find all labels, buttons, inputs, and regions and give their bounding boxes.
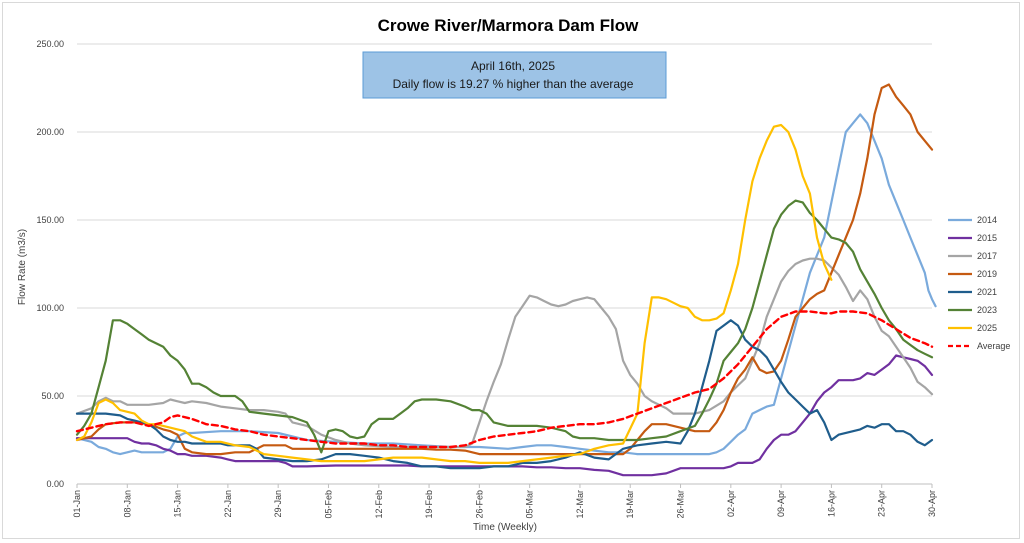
x-tick-label: 09-Apr xyxy=(776,490,786,517)
annotation-date: April 16th, 2025 xyxy=(471,59,555,73)
series-line-2025 xyxy=(75,123,833,464)
gridlines xyxy=(77,43,932,397)
series-line-2019 xyxy=(75,83,934,456)
x-tick-label: 12-Feb xyxy=(374,490,384,519)
y-tick-label: 250.00 xyxy=(36,39,64,49)
x-axis-label: Time (Weekly) xyxy=(473,522,537,533)
series-line-2021 xyxy=(75,319,934,470)
y-tick-label: 0.00 xyxy=(46,479,64,489)
legend-label: 2019 xyxy=(977,269,997,279)
x-tick-label: 05-Feb xyxy=(323,490,333,519)
series-line-2015 xyxy=(75,354,934,477)
legend-label: 2017 xyxy=(977,251,997,261)
x-tick-label: 19-Mar xyxy=(625,490,635,519)
x-tick-label: 22-Jan xyxy=(223,490,233,518)
line-chart: Crowe River/Marmora Dam Flow 0.00 50.00 10… xyxy=(17,16,1010,533)
y-axis-label: Flow Rate (m3/s) xyxy=(17,229,28,305)
chart-title: Crowe River/Marmora Dam Flow xyxy=(378,16,640,35)
series-lines xyxy=(75,83,937,477)
x-tick-label: 15-Jan xyxy=(173,490,183,518)
y-tick-label: 100.00 xyxy=(36,303,64,313)
y-tick-labels: 0.00 50.00 100.00 150.00 200.00 250.00 xyxy=(36,39,64,489)
x-tick-label: 08-Jan xyxy=(122,490,132,518)
series-line-average xyxy=(75,310,934,449)
legend-label: Average xyxy=(977,341,1010,351)
x-tick-label: 26-Feb xyxy=(474,490,484,519)
annotation-message: Daily flow is 19.27 % higher than the av… xyxy=(393,77,634,91)
x-tick-label: 02-Apr xyxy=(726,490,736,517)
x-tick-label: 19-Feb xyxy=(424,490,434,519)
x-tick-label: 30-Apr xyxy=(927,490,937,517)
series-line-2023 xyxy=(75,199,934,454)
annotation-box: April 16th, 2025 Daily flow is 19.27 % h… xyxy=(362,51,667,99)
x-tick-label: 01-Jan xyxy=(72,490,82,518)
legend-label: 2014 xyxy=(977,215,997,225)
x-tick-label: 29-Jan xyxy=(273,490,283,518)
legend-label: 2023 xyxy=(977,305,997,315)
legend-label: 2025 xyxy=(977,323,997,333)
x-tick-label: 05-Mar xyxy=(525,490,535,519)
x-tick-label: 26-Mar xyxy=(676,490,686,519)
legend: 2014 2015 2017 2019 2021 2023 2025 Average xyxy=(948,215,1010,351)
y-tick-label: 150.00 xyxy=(36,215,64,225)
x-tick-label: 16-Apr xyxy=(826,490,836,517)
x-tick-label: 23-Apr xyxy=(877,490,887,517)
x-tick-label: 12-Mar xyxy=(575,490,585,519)
y-tick-label: 200.00 xyxy=(36,127,64,137)
legend-label: 2015 xyxy=(977,233,997,243)
series-line-2017 xyxy=(75,257,934,449)
legend-label: 2021 xyxy=(977,287,997,297)
x-tick-labels: 01-Jan 08-Jan 15-Jan 22-Jan 29-Jan 05-Feb 12-F… xyxy=(72,484,937,519)
y-tick-label: 50.00 xyxy=(41,391,64,401)
